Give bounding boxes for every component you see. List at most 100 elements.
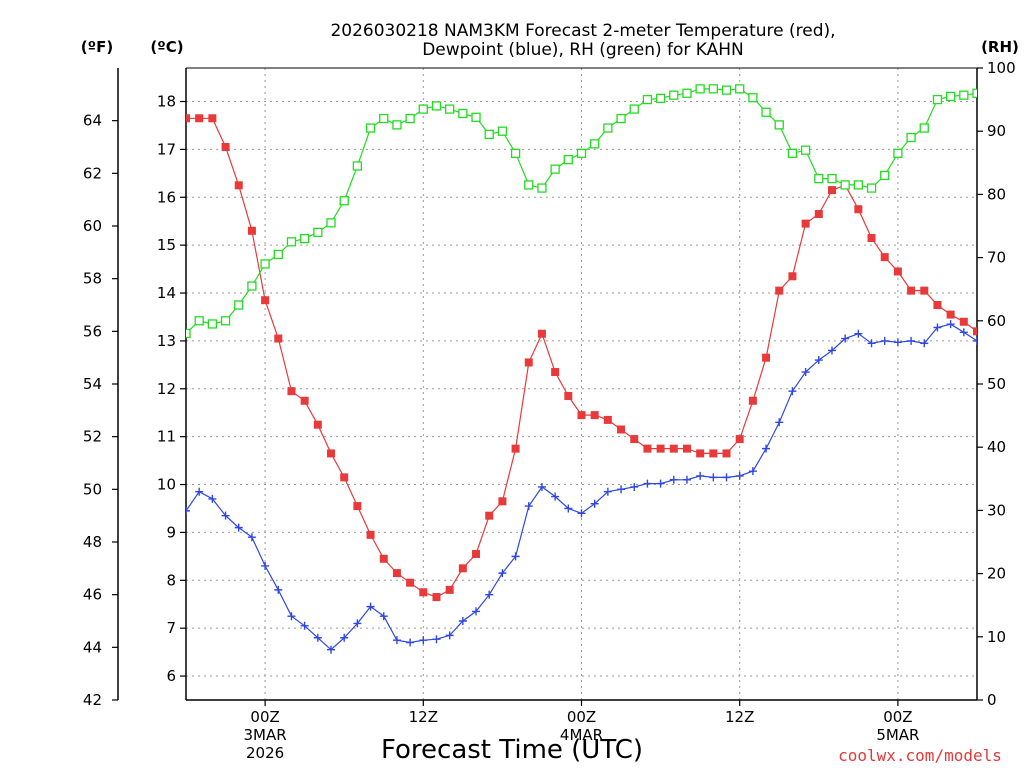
data-point [946,310,955,319]
data-point [524,358,533,367]
data-point [655,93,666,103]
fahrenheit-tick-label: 62 [83,164,102,182]
data-point [617,425,626,434]
data-point [366,602,375,611]
celsius-tick-label: 6 [166,667,176,685]
data-point [919,123,929,133]
data-point [353,502,362,511]
fahrenheit-tick-label: 46 [83,586,102,604]
data-point [787,148,798,158]
data-point [406,638,415,647]
data-point [841,334,850,343]
celsius-tick-label: 18 [157,93,176,111]
data-point [603,487,612,496]
data-point [247,226,256,235]
series-dewpoint [186,320,977,654]
data-point [696,449,705,458]
celsius-tick-label: 13 [157,332,176,350]
data-point [537,482,546,491]
series-layer [186,84,977,654]
data-point [762,353,771,362]
data-point [353,619,362,628]
fahrenheit-axis-label: (ºF) [81,38,113,56]
data-point [893,267,902,276]
data-point [735,435,744,444]
data-point [880,336,889,345]
data-point [682,475,691,484]
rh-tick-label: 0 [987,691,997,709]
data-point [761,107,771,117]
data-point [365,123,376,133]
x-tick-date: 3MAR [244,726,287,744]
data-point [973,327,977,336]
data-point [629,104,639,114]
x-tick-date: 4MAR [560,726,603,744]
axes: 42 44 46 48 50 52 54 56 58 60 62 64 6 7 8 9 10 11 12 13 14 15… [83,59,1016,709]
data-point [682,444,691,453]
data-point [775,418,784,427]
data-point [630,482,639,491]
data-point [340,633,349,642]
data-point [959,90,969,100]
data-point [195,114,204,123]
data-point [208,494,217,503]
data-point [642,94,653,105]
celsius-tick-label: 14 [157,284,176,302]
data-point [458,108,468,119]
data-point [472,549,481,558]
data-point [695,84,705,94]
data-point [406,578,415,587]
data-point [854,205,863,214]
data-point [186,114,190,123]
data-point [696,471,705,480]
data-point [418,104,428,114]
data-point [748,93,758,103]
data-point [247,281,257,291]
data-point [485,590,494,599]
data-point [867,233,876,242]
data-point [762,444,771,453]
x-axis-title: Forecast Time (UTC) [381,735,643,765]
data-point [327,449,336,458]
data-point [208,114,217,123]
data-point [510,148,521,158]
credit-text: coolwx.com/models [838,746,1002,765]
data-point [273,249,283,260]
grid-lines [186,68,977,700]
celsius-tick-label: 9 [166,523,176,541]
data-point [392,636,401,645]
data-point [366,530,375,539]
data-point [564,504,573,513]
data-point [907,286,916,295]
data-point [458,617,467,625]
rh-tick-label: 100 [987,59,1016,77]
data-point [299,233,310,244]
fahrenheit-tick-label: 60 [83,217,102,235]
data-point [445,585,454,594]
data-point [801,219,810,228]
celsius-tick-label: 17 [157,140,176,158]
fahrenheit-tick-label: 44 [83,638,102,656]
data-point [432,635,441,644]
data-point [260,259,270,269]
data-point [866,183,877,193]
data-point [893,148,903,158]
data-point [814,210,823,219]
data-point [379,554,388,563]
data-point [827,186,836,195]
data-point [550,164,560,174]
fahrenheit-tick-label: 52 [83,428,102,446]
data-point [511,552,520,561]
data-point [788,387,797,396]
rh-tick-label: 90 [987,122,1006,140]
data-point [854,329,863,338]
data-point [735,471,744,480]
data-point [234,300,244,310]
data-point [616,113,626,124]
rh-tick-label: 40 [987,438,1006,456]
data-point [656,479,665,488]
data-point [379,612,388,621]
fahrenheit-tick-label: 48 [83,533,102,551]
data-point [537,183,547,193]
fahrenheit-tick-label: 64 [83,112,102,130]
